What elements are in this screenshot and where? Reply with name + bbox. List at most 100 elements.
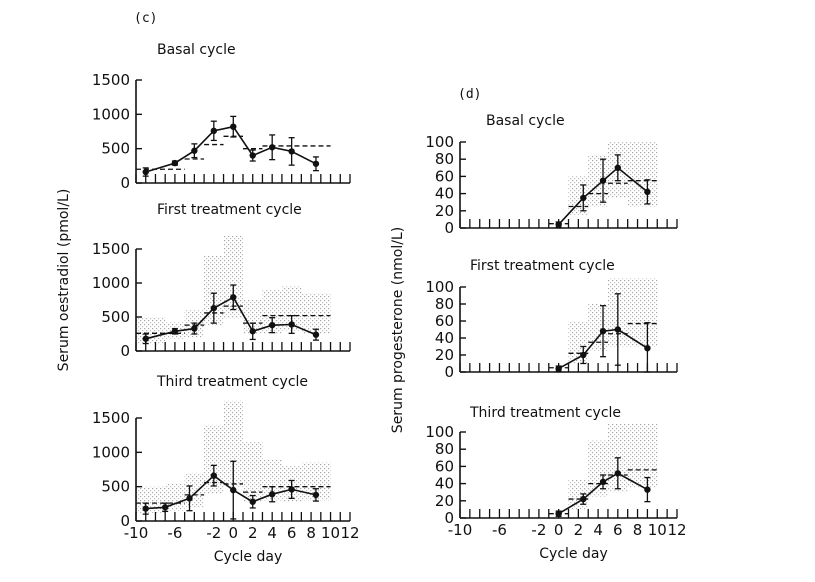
x-tick-label: 10 [321, 524, 340, 542]
x-tick-label: 12 [667, 521, 686, 539]
shaded-range-2 [165, 483, 185, 511]
y-tick-label: 20 [435, 492, 454, 510]
data-point-3 [191, 147, 198, 154]
x-tick-label: 10 [648, 521, 667, 539]
data-point-3 [599, 328, 607, 335]
data-point-5 [644, 188, 651, 196]
shaded-range-1 [136, 317, 166, 345]
y-tick-label: 1500 [92, 71, 130, 89]
data-point-2 [580, 194, 587, 202]
data-point-8 [288, 321, 295, 328]
y-tick-label: 60 [435, 312, 454, 330]
y-axis-label: Serum oestradiol (pmol/L) [56, 189, 72, 372]
data-point-4 [210, 472, 218, 479]
panel-label: (d) [458, 87, 481, 102]
x-tick-label: -10 [448, 521, 473, 539]
x-tick-label: 6 [613, 521, 623, 539]
x-tick-label: 8 [306, 524, 316, 542]
x-axis-label: Cycle day [214, 549, 282, 565]
y-tick-label: 0 [120, 174, 130, 192]
x-tick-label: 4 [267, 524, 277, 542]
data-point-5 [230, 486, 237, 494]
y-tick-label: 80 [435, 440, 454, 458]
y-tick-label: 40 [435, 185, 454, 203]
data-point-2 [580, 351, 587, 359]
x-tick-label: 8 [633, 521, 643, 539]
data-point-2 [580, 495, 587, 503]
shaded-range-4 [204, 255, 224, 326]
data-point-1 [555, 510, 562, 517]
x-tick-label: 4 [593, 521, 603, 539]
y-tick-label: 100 [425, 133, 454, 151]
chart-title: Basal cycle [157, 42, 236, 58]
chart-title: Third treatment cycle [469, 405, 621, 421]
y-tick-label: 80 [435, 150, 454, 168]
y-tick-label: 1000 [92, 443, 130, 461]
data-point-6 [249, 152, 256, 159]
x-tick-label: 0 [228, 524, 238, 542]
y-tick-label: 20 [435, 346, 454, 364]
chart-title: Basal cycle [486, 113, 565, 129]
x-tick-label: -6 [167, 524, 182, 542]
data-point-5 [230, 294, 237, 301]
shaded-range-2 [588, 304, 608, 351]
data-point-4 [614, 326, 622, 333]
x-tick-label: -2 [531, 521, 546, 539]
data-point-5 [644, 345, 651, 352]
panel-3: Third treatment cycle 0 500 1000 1500 -10 -6 -2… [92, 374, 360, 565]
y-tick-label: 1500 [92, 409, 130, 427]
y-tick-label: 40 [435, 475, 454, 493]
data-point-1 [142, 335, 149, 342]
data-point-8 [288, 486, 295, 493]
data-point-4 [614, 470, 622, 477]
y-tick-label: 20 [435, 202, 454, 220]
y-tick-label: 80 [435, 295, 454, 313]
x-tick-label: 12 [340, 524, 359, 542]
y-tick-label: 1000 [92, 274, 130, 292]
chart-title: Third treatment cycle [156, 374, 308, 390]
shaded-range-4 [627, 142, 658, 207]
shaded-range-6 [243, 300, 263, 334]
data-point-1 [142, 505, 149, 512]
data-point-1 [555, 221, 562, 228]
shaded-range-3 [184, 472, 205, 508]
panel-label: (c) [134, 11, 157, 26]
chart-title: First treatment cycle [157, 202, 302, 218]
shaded-range-7 [262, 289, 282, 334]
data-point-9 [312, 331, 320, 338]
data-point-9 [312, 491, 320, 499]
y-tick-label: 0 [444, 363, 454, 381]
data-point-3 [599, 177, 607, 184]
shaded-range-4 [627, 278, 658, 347]
y-tick-label: 500 [101, 308, 130, 326]
x-tick-label: 6 [287, 524, 297, 542]
y-tick-label: 60 [435, 167, 454, 185]
x-tick-label: 0 [554, 521, 564, 539]
data-point-2 [161, 504, 169, 511]
data-point-2 [171, 159, 179, 167]
shaded-range-6 [243, 442, 263, 502]
x-tick-label: 2 [248, 524, 258, 542]
y-tick-label: 100 [425, 278, 454, 296]
shaded-range-4 [627, 423, 658, 488]
y-tick-label: 1500 [92, 240, 130, 258]
shaded-range-8 [281, 286, 302, 331]
data-point-5 [644, 486, 651, 493]
x-tick-label: -6 [492, 521, 507, 539]
x-axis-label: Cycle day [539, 546, 607, 562]
data-point-9 [312, 160, 320, 167]
panel-1: (c) Basal cycle 0 500 1000 1500 Serum oestradi… [56, 11, 351, 372]
data-point-1 [142, 168, 149, 176]
y-tick-label: 40 [435, 329, 454, 347]
y-axis-label: Serum progesterone (nmol/L) [390, 227, 406, 433]
x-tick-label: 2 [574, 521, 584, 539]
data-point-8 [288, 148, 295, 155]
data-point-6 [249, 328, 256, 335]
data-point-4 [210, 304, 218, 312]
data-point-4 [614, 164, 622, 171]
y-tick-label: 60 [435, 457, 454, 475]
shaded-range-9 [301, 293, 331, 334]
data-point-2 [171, 328, 179, 335]
